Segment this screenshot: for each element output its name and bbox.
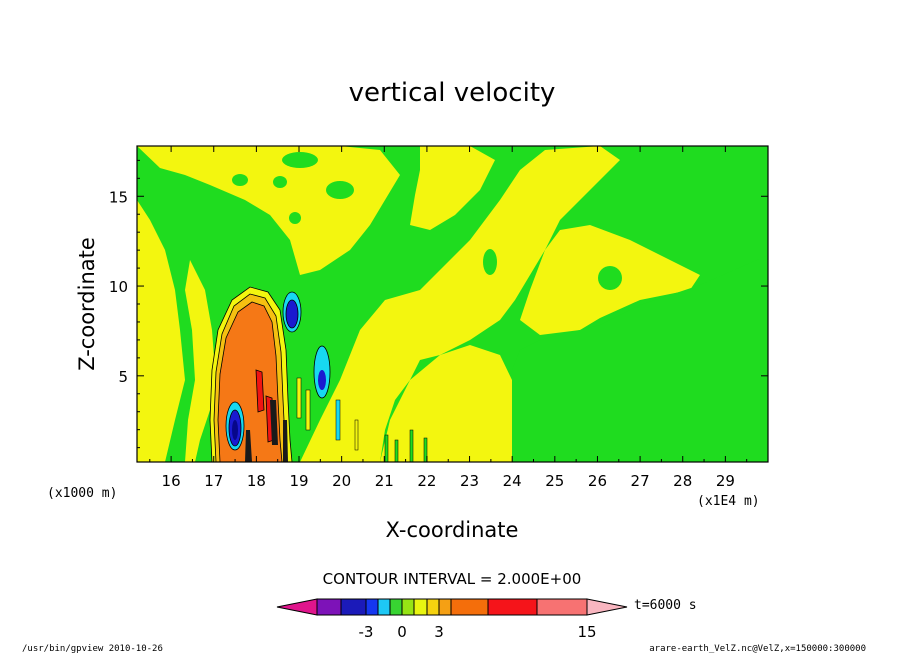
- colorbar-cell: [450, 598, 489, 616]
- green-island-5: [232, 174, 248, 186]
- x-tick-label: 20: [332, 472, 351, 490]
- colorbar-cell: [401, 598, 415, 616]
- x-tick-label: 28: [673, 472, 692, 490]
- colorbar-cell: [316, 598, 342, 616]
- x-unit-right: (x1E4 m): [697, 494, 760, 509]
- chart-title: vertical velocity: [349, 78, 556, 108]
- colorbar-time-label: t=6000 s: [634, 598, 697, 613]
- x-tick-label: 21: [375, 472, 394, 490]
- small-streak-6: [394, 439, 399, 462]
- y-tick-label: 15: [109, 188, 128, 206]
- small-streak-5: [384, 434, 389, 462]
- x-tick-label: 29: [716, 472, 735, 490]
- x-axis: 16 17 18 19 20 21 22 23 24 25 26 27 28 29: [149, 146, 748, 490]
- updraft-red-streak-1: [255, 369, 265, 413]
- green-island-4: [273, 176, 287, 188]
- x-tick-label: 24: [503, 472, 522, 490]
- colorbar-cell: [340, 598, 367, 616]
- yellow-region-left2: [185, 260, 215, 462]
- green-island-3: [289, 212, 301, 224]
- small-streak-2: [305, 389, 311, 431]
- small-streak-7: [409, 429, 414, 462]
- contour-field: [137, 146, 768, 462]
- colorbar-cell: [389, 598, 403, 616]
- footer-right: arare-earth_VelZ.nc@VelZ,x=150000:300000: [649, 644, 866, 654]
- dark-streak-3: [283, 420, 288, 462]
- colorbar-tick-label: 0: [397, 623, 407, 641]
- dark-streak-2: [270, 400, 278, 445]
- colorbar-cell: [536, 598, 588, 616]
- green-island-7: [282, 152, 318, 168]
- green-island-1: [598, 266, 622, 290]
- y-axis: 5 10 15: [109, 159, 768, 449]
- x-tick-label: 25: [545, 472, 564, 490]
- colorbar-right-arrow: [586, 598, 628, 616]
- colorbar-tick-label: -3: [359, 623, 374, 641]
- small-streak-1: [296, 377, 302, 419]
- colorbar: -3 0 3 15: [276, 598, 628, 641]
- x-tick-label: 23: [460, 472, 479, 490]
- small-streak-3: [335, 399, 341, 441]
- colorbar-cell: [487, 598, 538, 616]
- colorbar-cell: [377, 598, 391, 616]
- green-island-6: [326, 181, 354, 199]
- green-strip-right-bottom: [512, 255, 768, 462]
- x-tick-label: 17: [204, 472, 223, 490]
- x-tick-label: 16: [162, 472, 181, 490]
- small-streak-4: [354, 419, 359, 451]
- colorbar-cell: [426, 598, 440, 616]
- colorbar-cell: [413, 598, 428, 616]
- y-tick-label: 10: [109, 278, 128, 296]
- yellow-region-left: [137, 200, 185, 462]
- small-streak-8: [423, 437, 428, 462]
- y-tick-label: 5: [118, 368, 128, 386]
- y-axis-label: Z-coordinate: [75, 237, 99, 371]
- yellow-region-top: [137, 146, 400, 275]
- x-tick-label: 27: [631, 472, 650, 490]
- colorbar-cell: [365, 598, 379, 616]
- x-unit-left: (x1000 m): [47, 486, 117, 501]
- green-island-2: [483, 249, 497, 275]
- downdraft-cell-2-blue: [285, 299, 299, 329]
- x-tick-label: 26: [588, 472, 607, 490]
- colorbar-cell: [438, 598, 452, 616]
- yellow-region-main: [300, 146, 620, 462]
- colorbar-left-arrow: [276, 598, 318, 616]
- downdraft-cell-1-core: [232, 420, 238, 440]
- x-tick-label: 22: [417, 472, 436, 490]
- colorbar-tick-label: 3: [434, 623, 444, 641]
- contour-interval-text: CONTOUR INTERVAL = 2.000E+00: [323, 570, 582, 588]
- yellow-region-upper-mid: [410, 146, 495, 230]
- x-tick-label: 18: [247, 472, 266, 490]
- x-axis-label: X-coordinate: [386, 518, 519, 542]
- downdraft-cell-3-blue: [318, 370, 326, 390]
- x-tick-label: 19: [289, 472, 308, 490]
- dark-streak-1: [245, 430, 252, 462]
- footer-left: /usr/bin/gpview 2010-10-26: [22, 644, 163, 654]
- colorbar-tick-label: 15: [577, 623, 596, 641]
